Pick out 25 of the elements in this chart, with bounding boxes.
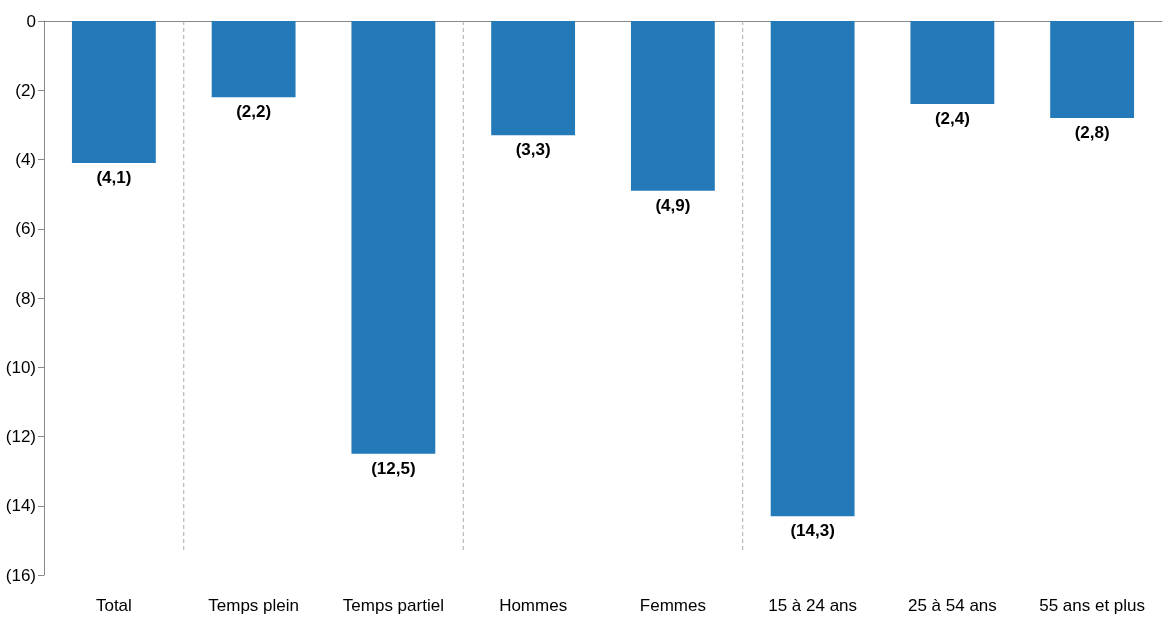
data-label: (2,8) (1074, 122, 1110, 142)
y-tick-label: (12) (5, 427, 36, 446)
y-tick-label: (14) (5, 496, 36, 516)
x-tick-label: 15 à 24 ans (768, 596, 858, 615)
y-tick-label: (2) (15, 80, 36, 100)
data-label: (3,3) (515, 140, 551, 160)
y-tick-label: (8) (15, 288, 36, 308)
y-tick-label: (10) (5, 357, 36, 377)
data-label: (12,5) (371, 458, 416, 478)
data-label: (2,2) (236, 102, 272, 122)
y-tick-label: 0 (26, 11, 36, 31)
data-label: (4,9) (655, 195, 691, 215)
y-tick-label: (16) (5, 565, 36, 585)
x-tick-label: 55 ans et plus (1039, 596, 1146, 615)
x-tick-label: Temps plein (208, 596, 299, 615)
x-tick-label: Hommes (499, 596, 568, 615)
data-label: (2,4) (934, 109, 970, 129)
x-tick-label: Total (95, 596, 132, 615)
data-label: (14,3) (790, 521, 835, 541)
x-tick-label: Temps partiel (342, 596, 444, 615)
x-tick-label: Femmes (639, 596, 706, 615)
y-tick-label: (4) (15, 150, 36, 169)
data-label: (4,1) (96, 167, 132, 187)
x-tick-label: 25 à 54 ans (907, 596, 997, 615)
y-tick-label: (6) (15, 219, 36, 239)
